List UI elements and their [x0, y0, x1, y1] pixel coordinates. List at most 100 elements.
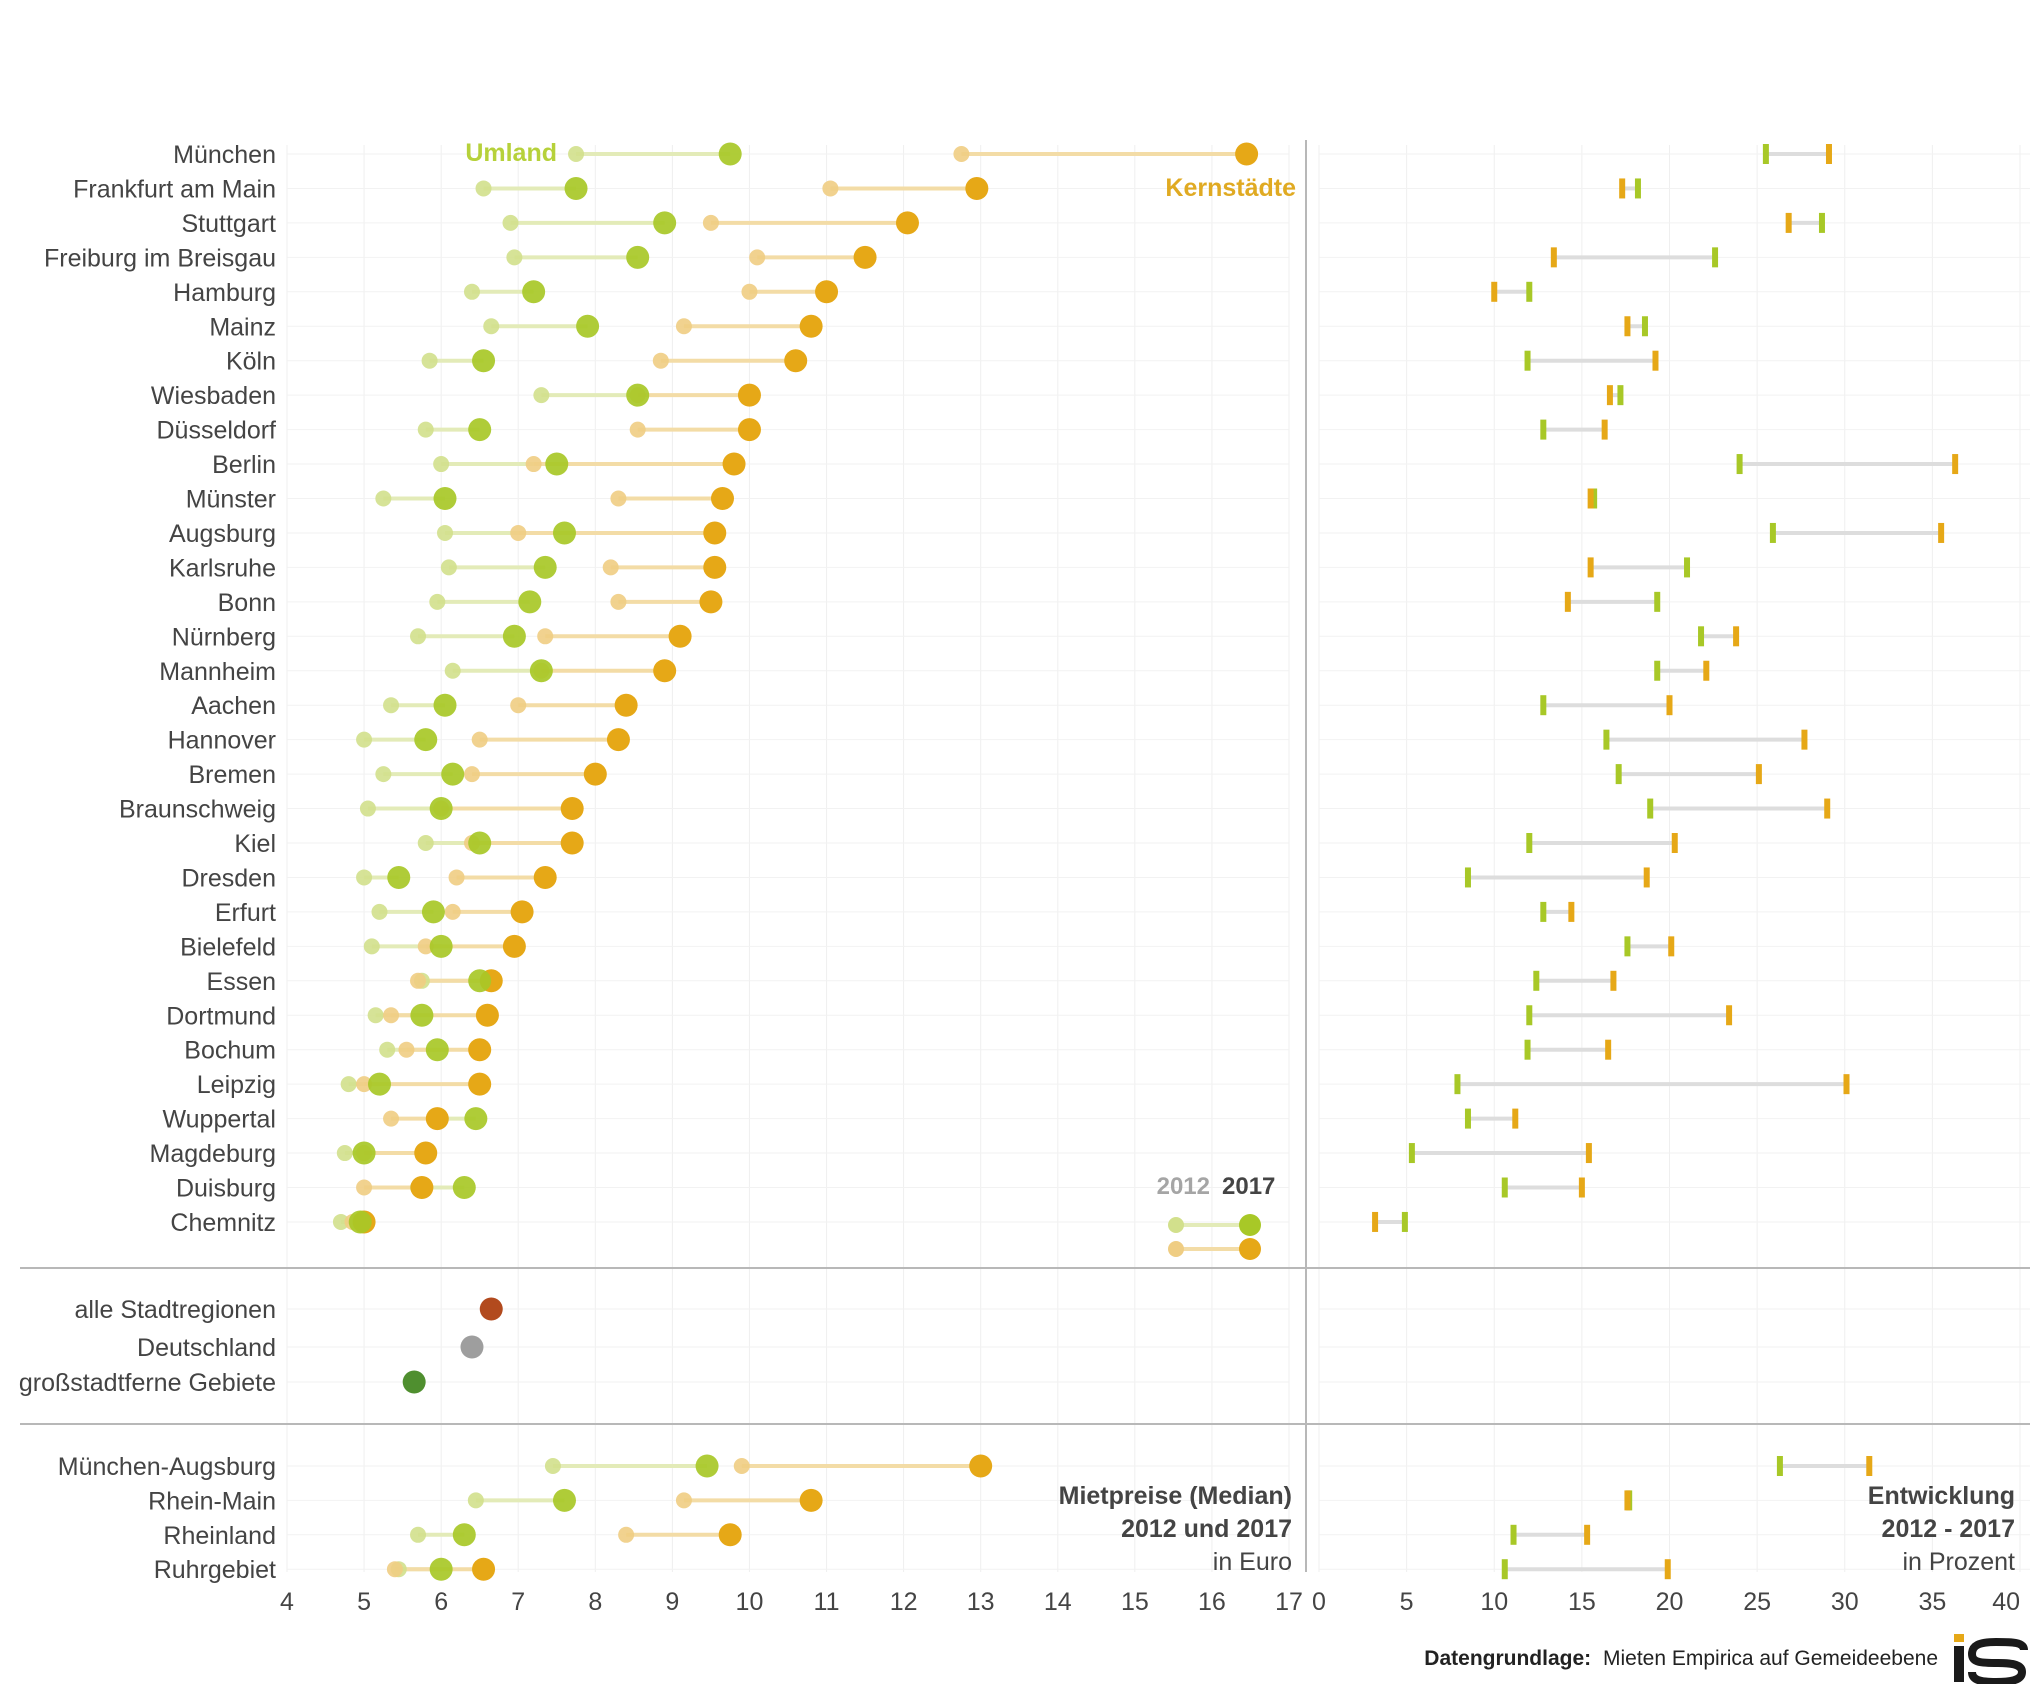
x-tick-left: 15 — [1121, 1588, 1149, 1616]
umland-change-mark — [1641, 316, 1648, 337]
legend-kern-2012-dot — [1168, 1241, 1184, 1257]
umland-2017-dot — [468, 831, 492, 855]
city-label: Aachen — [191, 692, 276, 720]
x-tick-left: 9 — [665, 1588, 679, 1616]
kern-change-mark — [1755, 764, 1762, 785]
kern-change-mark — [1824, 798, 1831, 819]
umland-2017-dot — [552, 1488, 576, 1512]
umland-2017-dot — [626, 383, 650, 407]
city-label: Düsseldorf — [157, 417, 277, 445]
city-label: Hamburg — [173, 279, 276, 307]
x-tick-right: 5 — [1400, 1588, 1414, 1616]
umland-2017-dot — [502, 624, 526, 648]
umland-change-mark — [1526, 281, 1533, 302]
city-label: Hannover — [168, 727, 276, 755]
summary-label: großstadtferne Gebiete — [19, 1369, 276, 1397]
umland-change-mark — [1603, 729, 1610, 750]
kern-2017-dot — [606, 728, 630, 752]
umland-change-mark — [1776, 1456, 1783, 1476]
city-label: München — [173, 141, 276, 169]
umland-2012-dot — [383, 697, 400, 714]
umland-2012-dot — [336, 1145, 353, 1162]
marks-right — [1372, 144, 1959, 1580]
kern-2017-dot — [475, 1003, 499, 1027]
grid-right — [1318, 145, 2030, 1572]
umland-2017-dot — [468, 418, 492, 442]
umland-2017-dot — [552, 521, 576, 545]
city-label: Chemnitz — [170, 1209, 276, 1237]
kern-2012-dot — [510, 524, 527, 541]
kern-2012-dot — [471, 731, 488, 748]
umland-2017-dot — [387, 865, 411, 889]
umland-2017-dot — [545, 452, 569, 476]
umland-2012-dot — [417, 421, 434, 438]
umland-2012-dot — [332, 1213, 349, 1230]
umland-2012-dot — [568, 146, 585, 162]
umland-2017-dot — [441, 762, 465, 786]
axis-ticks: 4 5 6 7 8 9 10 11 12 13 14 15 16 17 0 5 10 15 20 25 30 35 40 — [280, 1588, 2020, 1616]
source-text: Mieten Empirica auf Gemeideebene — [1603, 1647, 1938, 1670]
city-label: Braunschweig — [119, 796, 276, 824]
umland-2012-dot — [544, 1458, 561, 1474]
umland-2017-dot — [348, 1210, 372, 1234]
kern-change-mark — [1564, 591, 1571, 612]
umland-2017-dot — [425, 1038, 449, 1062]
umland-change-mark — [1540, 695, 1547, 716]
umland-2017-dot — [576, 314, 600, 338]
city-label: Erfurt — [215, 899, 276, 927]
kern-2012-dot — [629, 421, 646, 438]
city-label: Dresden — [182, 864, 277, 892]
umland-2017-dot — [533, 555, 557, 579]
kern-2017-dot — [722, 452, 746, 476]
city-label: Magdeburg — [150, 1140, 276, 1168]
kern-2012-dot — [463, 766, 480, 783]
kern-2017-dot — [414, 1141, 438, 1165]
umland-2017-dot — [695, 1454, 719, 1478]
kern-2012-dot — [618, 1526, 635, 1543]
kern-change-mark — [1726, 1005, 1733, 1026]
umland-2012-dot — [475, 180, 492, 197]
kern-change-mark — [1666, 695, 1673, 716]
kern-2012-dot — [510, 697, 527, 714]
summary-dot — [479, 1297, 503, 1321]
kern-2017-dot — [699, 590, 723, 614]
row-labels: München Frankfurt am Main Stuttgart Freibur… — [19, 141, 276, 1584]
kern-change-mark — [1952, 454, 1959, 475]
umland-change-mark — [1524, 1039, 1531, 1060]
source-note: Datengrundlage: Mieten Empirica auf Geme… — [1424, 1647, 1938, 1670]
region-label: Ruhrgebiet — [154, 1556, 276, 1584]
umland-2012-dot — [410, 1526, 427, 1543]
umland-2017-dot — [529, 659, 553, 683]
umland-change-mark — [1540, 419, 1547, 440]
city-label: Kiel — [234, 830, 276, 858]
umland-2012-dot — [433, 456, 450, 473]
x-tick-right: 20 — [1656, 1588, 1684, 1616]
umland-2017-dot — [464, 1107, 488, 1131]
x-tick-left: 14 — [1044, 1588, 1072, 1616]
legend-kern-2017-dot — [1239, 1238, 1261, 1260]
umland-2012-dot — [375, 766, 392, 783]
kern-2012-dot — [702, 214, 719, 231]
kern-2012-dot — [652, 352, 669, 369]
x-tick-left: 8 — [588, 1588, 602, 1616]
region-label: Rheinland — [163, 1522, 276, 1550]
kern-2012-dot — [749, 249, 766, 266]
kern-change-mark — [1668, 936, 1675, 957]
umland-2017-dot — [414, 728, 438, 752]
city-label: Wuppertal — [163, 1106, 277, 1134]
logo-i — [1954, 1646, 1964, 1682]
umland-change-mark — [1401, 1211, 1408, 1232]
umland-2017-dot — [718, 142, 742, 166]
umland-change-mark — [1454, 1074, 1461, 1095]
kern-2012-dot — [953, 146, 970, 162]
umland-2012-dot — [502, 214, 519, 231]
summary-dot — [460, 1335, 484, 1359]
kern-2012-dot — [537, 628, 554, 645]
kern-change-mark — [1619, 178, 1626, 199]
umland-2017-dot — [421, 900, 445, 924]
umland-2012-dot — [367, 1007, 384, 1024]
kern-2012-dot — [610, 490, 627, 507]
city-label: Duisburg — [176, 1175, 276, 1203]
umland-2012-dot — [463, 283, 480, 300]
umland-change-mark — [1615, 764, 1622, 785]
